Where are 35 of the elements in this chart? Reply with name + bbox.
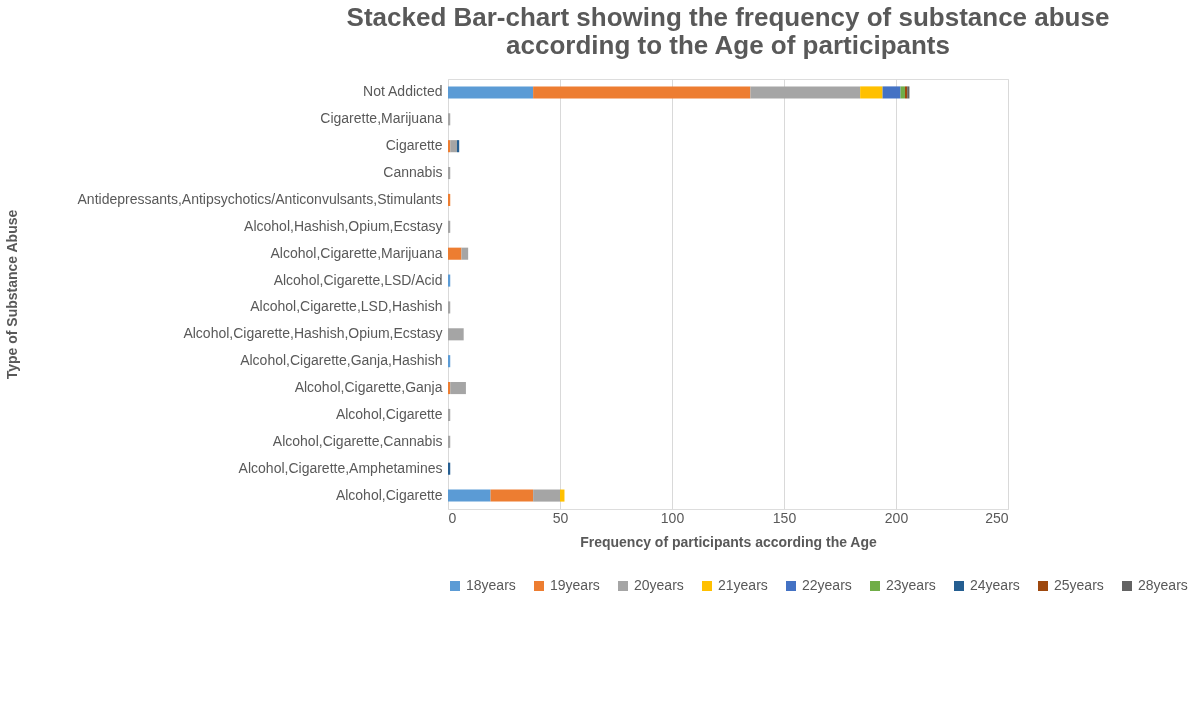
text: Stacked Bar-chart showing the frequency of substance abuse: [346, 2, 1110, 32]
x-tick-label: 0: [448, 509, 457, 526]
legend-label: 28years: [1138, 577, 1188, 593]
y-tick-label: Alcohol,Cigarette,LSD,Hashish: [250, 298, 443, 315]
x-tick-label: 50: [552, 509, 569, 526]
legend-label: 21years: [718, 577, 768, 593]
y-tick-label: Cigarette: [385, 137, 443, 154]
y-tick-label: Cigarette,Marijuana: [320, 110, 443, 127]
y-tick-label: Alcohol,Cigarette: [335, 405, 443, 422]
legend-label: 24years: [970, 577, 1020, 593]
y-tick-label: Alcohol,Cigarette,LSD/Acid: [273, 271, 443, 288]
legend-label: 23years: [886, 577, 936, 593]
legend-label: 25years: [1054, 577, 1104, 593]
legend-label: 18years: [466, 577, 516, 593]
y-tick-label: Antidepressants,Antipsychotics/Anticonvulsants,Stimulants: [77, 190, 443, 207]
y-tick-label: Alcohol,Cigarette,Hashish,Opium,Ecstasy: [183, 325, 443, 342]
y-tick-label: Alcohol,Cigarette,Ganja: [294, 379, 443, 396]
x-tick-label: 100: [660, 509, 685, 526]
legend-label: 22years: [802, 577, 852, 593]
x-tick-label: 200: [884, 509, 909, 526]
y-tick-label: Alcohol,Cigarette,Marijuana: [270, 244, 443, 261]
y-tick-label: Not Addicted: [363, 83, 443, 100]
y-tick-label: Alcohol,Cigarette: [335, 486, 443, 503]
y-tick-label: Alcohol,Cigarette,Ganja,Hashish: [240, 352, 443, 369]
y-tick-label: Alcohol,Cigarette,Amphetamines: [238, 459, 443, 476]
x-axis-title: Frequency of participants according the Age: [580, 533, 878, 550]
y-axis-title: Type of Substance Abuse: [3, 209, 20, 380]
y-tick-label: Alcohol,Hashish,Opium,Ecstasy: [244, 217, 443, 234]
x-tick-label: 250: [985, 509, 1009, 526]
legend-label: 20years: [634, 577, 684, 593]
legend-label: 19years: [550, 577, 600, 593]
text: according to the Age of participants: [506, 30, 950, 60]
y-tick-label: Cannabis: [383, 164, 443, 181]
y-tick-label: Alcohol,Cigarette,Cannabis: [272, 432, 443, 449]
x-tick-label: 150: [772, 509, 797, 526]
